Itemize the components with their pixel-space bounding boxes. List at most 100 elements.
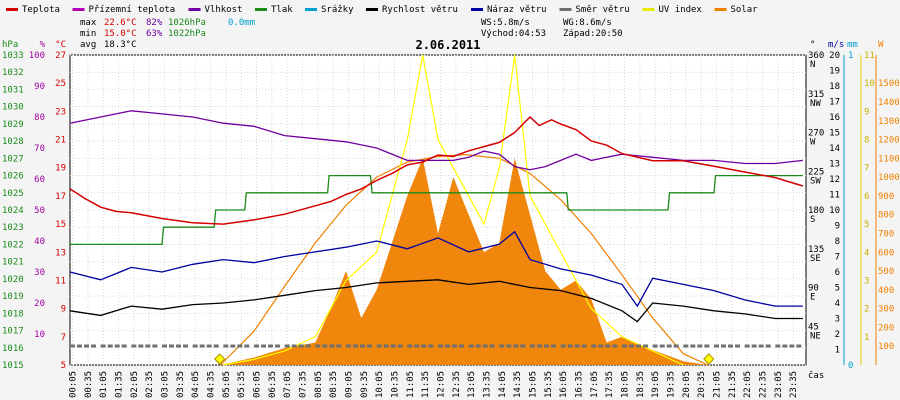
axis-tick-label: 27	[55, 51, 66, 61]
axis-tick-label: 225	[808, 167, 824, 177]
axis-tick-label: 70	[34, 144, 45, 154]
axis-tick-label: 1020	[2, 275, 24, 285]
axis-tick-label: 1019	[2, 292, 24, 302]
x-tick-label: 18:05	[621, 371, 631, 398]
x-tick-label: 00:35	[84, 371, 94, 398]
x-tick-label: 20:05	[682, 371, 692, 398]
axis-tick-label: 1029	[2, 120, 24, 130]
x-tick-label: 19:05	[651, 371, 661, 398]
axis-tick-label: 1	[848, 51, 853, 61]
axis-tick-label: 11	[55, 276, 66, 286]
x-tick-label: 07:35	[299, 371, 309, 398]
axis-tick-label: 6	[864, 192, 869, 202]
legend-swatch	[188, 8, 201, 11]
axis-tick-label: 1021	[2, 258, 24, 268]
axis-tick-label: 90	[34, 82, 45, 92]
axis-tick-label: 16	[829, 113, 840, 123]
axis-tick-label: 23	[55, 107, 66, 117]
axis-tick-label: 1016	[2, 344, 24, 354]
axis-tick-label: 20	[34, 299, 45, 309]
legend-swatch	[559, 8, 572, 11]
axis-tick-label: 300	[878, 305, 894, 315]
axis-tick-label: 4	[864, 248, 869, 258]
max-hum: 82%	[146, 18, 163, 28]
avg-label: avg	[80, 40, 96, 50]
x-tick-label: 11:05	[406, 371, 416, 398]
x-tick-label: 22:35	[759, 371, 769, 398]
series-layer	[69, 54, 804, 366]
axis-tick-label: 80	[34, 113, 45, 123]
x-tick-label: 04:35	[207, 371, 217, 398]
axis-tick-label: 1400	[878, 98, 900, 108]
axis-tick-label: 40	[34, 237, 45, 247]
axis-tick-label: 90	[808, 284, 819, 294]
axis-tick-label: 1022	[2, 240, 24, 250]
axis-tick-label: 270	[808, 129, 824, 139]
legend-label: Směr větru	[576, 5, 630, 15]
x-tick-label: 12:35	[452, 371, 462, 398]
axis-tick-label: 180	[808, 206, 824, 216]
axis-tick-label: 2	[835, 330, 840, 340]
axis-tick-label: S	[810, 215, 815, 225]
x-tick-label: 18:35	[636, 371, 646, 398]
axis-tick-label: 11	[829, 191, 840, 201]
axis-tick-label: 500	[878, 267, 894, 277]
x-tick-label: 03:35	[176, 371, 186, 398]
axis-tick-label: 1018	[2, 309, 24, 319]
rain-total: 0.0mm	[228, 18, 255, 28]
x-tick-label: 13:05	[467, 371, 477, 398]
x-tick-label: 09:35	[360, 371, 370, 398]
axis-tick-label: 1033	[2, 51, 24, 61]
min-hum: 63%	[146, 29, 163, 39]
axis-tick-label: 1025	[2, 189, 24, 199]
axis-tick-label: 10	[34, 330, 45, 340]
axis-tick-label: 13	[829, 160, 840, 170]
legend-swatch	[255, 8, 267, 11]
legend-swatch	[471, 8, 483, 11]
x-tick-label: 23:05	[774, 371, 784, 398]
legend-swatch	[366, 8, 378, 11]
axis-tick-label: 8	[864, 136, 869, 146]
x-tick-label: 10:35	[391, 371, 401, 398]
axis-tick-label: 1030	[2, 103, 24, 113]
axis-tick-label: 1026	[2, 172, 24, 182]
legend: Teplota Přízemní teplota Vlhkost Tlak Srážky…	[6, 5, 758, 15]
x-tick-label: 21:05	[713, 371, 723, 398]
axis-tick-label: 360	[808, 51, 824, 61]
sunset-text: Západ:20:50	[563, 29, 623, 39]
max-temp: 22.6°C	[104, 18, 137, 28]
axis-tick-label: 700	[878, 229, 894, 239]
axis-tick-label: 7	[835, 253, 840, 263]
axis-tick-label: 8	[835, 237, 840, 247]
axis-tick-label: 45	[808, 322, 819, 332]
x-tick-label: 04:05	[191, 371, 201, 398]
axis-tick-label: 1023	[2, 223, 24, 233]
axis-tick-label: 6	[835, 268, 840, 278]
axis-tick-label: 200	[878, 323, 894, 333]
axis-tick-label: 5	[835, 284, 840, 294]
axis-tick-label: 11	[864, 51, 875, 61]
legend-swatch	[642, 8, 655, 11]
axis-tick-label: 21	[55, 136, 66, 146]
axis-unit: mm	[847, 40, 858, 50]
x-tick-label: 07:05	[283, 371, 293, 398]
x-tick-label: 06:05	[253, 371, 263, 398]
min-label: min	[80, 29, 96, 39]
axis-tick-label: 1031	[2, 85, 24, 95]
axis-unit: °	[810, 40, 815, 50]
axis-tick-label: 1500	[878, 79, 900, 89]
axis-tick-label: 30	[34, 268, 45, 278]
legend-label: UV index	[659, 5, 703, 15]
axis-tick-label: 4	[835, 299, 840, 309]
max-press: 1026hPa	[168, 18, 206, 28]
axis-tick-label: 12	[829, 175, 840, 185]
axis-tick-label: 15	[55, 220, 66, 230]
x-tick-label: 10:05	[375, 371, 385, 398]
axis-tick-label: 17	[829, 98, 840, 108]
legend-swatch	[6, 8, 18, 11]
x-tick-label: 21:35	[728, 371, 738, 398]
axis-tick-label: 9	[864, 107, 869, 117]
axis-tick-label: 60	[34, 175, 45, 185]
